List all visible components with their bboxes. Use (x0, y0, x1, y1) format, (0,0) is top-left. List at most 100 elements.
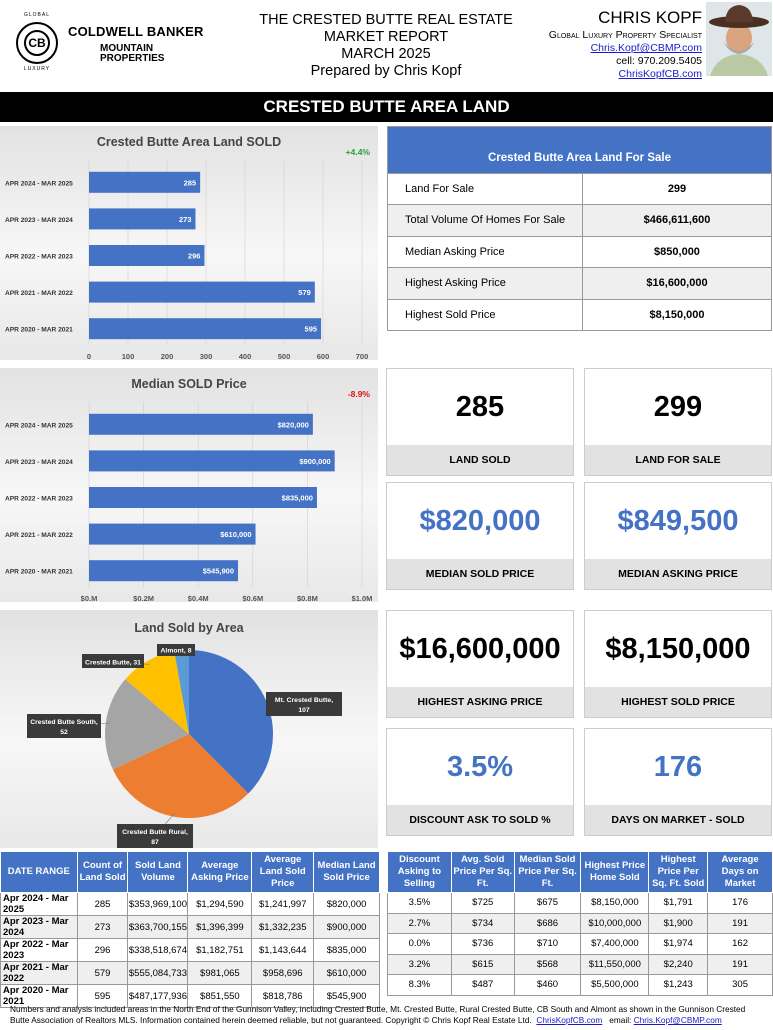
column-header: Median Land Sold Price (313, 851, 380, 893)
table-cell: $1,294,590 (187, 892, 253, 916)
agent-contact: CHRIS KOPF Global Luxury Property Specia… (520, 8, 702, 81)
table-cell: $610,000 (313, 961, 380, 985)
tick-label: 400 (239, 352, 252, 360)
bar-value-label: 273 (179, 215, 192, 224)
footer-email-label: email: (609, 1015, 632, 1025)
stat-label: DAYS ON MARKET - SOLD (585, 805, 771, 835)
bar-value-label: 595 (305, 325, 318, 334)
table-row: 3.2% $615 $568 $11,550,000 $2,240 191 (387, 953, 773, 975)
logo-monogram: CB (24, 30, 50, 56)
agent-portrait-icon (706, 2, 772, 76)
category-label: APR 2022 - MAR 2023 (5, 254, 73, 261)
table-cell: $820,000 (313, 892, 380, 916)
for-sale-value: $8,150,000 (649, 308, 705, 321)
stat-label: HIGHEST ASKING PRICE (387, 687, 573, 717)
land-by-area-chart-panel: Land Sold by Area Mt. Crested Butte, 107 Cr… (0, 610, 378, 848)
category-label: APR 2024 - MAR 2025 (5, 422, 73, 429)
table-cell: Apr 2021 - Mar 2022 (0, 961, 78, 985)
pie-label-box (117, 824, 193, 848)
category-label: APR 2021 - MAR 2022 (5, 290, 73, 297)
table-cell: $734 (450, 912, 515, 934)
table-cell: $5,500,000 (580, 974, 650, 996)
table-cell: 3.5% (387, 892, 452, 914)
for-sale-label: Land For Sale (388, 174, 583, 205)
table-cell: $1,900 (648, 912, 709, 934)
table-cell: 296 (76, 938, 129, 962)
change-label: -8.9% (348, 389, 371, 399)
stat-value: $16,600,000 (399, 633, 561, 665)
title-line-4: Prepared by Chris Kopf (310, 63, 462, 79)
stat-tile-discount: 3.5% DISCOUNT ASK TO SOLD % (386, 728, 574, 836)
pie-slice (174, 650, 189, 734)
table-cell: $338,518,674 (127, 938, 189, 962)
stat-value: 3.5% (446, 751, 514, 783)
tick-label: $0.8M (297, 594, 318, 602)
table-cell: $11,550,000 (580, 953, 650, 975)
logo-top-text: GLOBAL (23, 12, 50, 18)
table-row: 0.0% $736 $710 $7,400,000 $1,974 162 (387, 933, 773, 955)
table-cell: $818,786 (251, 984, 315, 1008)
table-cell: Apr 2022 - Mar 2023 (0, 938, 78, 962)
title-line-3: MARCH 2025 (341, 46, 431, 62)
table-cell: $568 (513, 953, 582, 975)
footer-site-link[interactable]: ChrisKopfCB.com (536, 1015, 603, 1025)
table-cell: $555,084,733 (127, 961, 189, 985)
pie-label: Crested Butte Rural, (122, 829, 188, 836)
chart-title: Median SOLD Price (131, 377, 246, 391)
category-label: APR 2020 - MAR 2021 (5, 327, 73, 334)
bar (89, 523, 256, 545)
table-cell: Apr 2023 - Mar 2024 (0, 915, 78, 939)
table-cell: Apr 2024 - Mar 2025 (0, 892, 78, 916)
footer-line-2: Butte Association of Realtors MLS. Infor… (10, 1015, 532, 1025)
table-cell: 579 (76, 961, 129, 985)
table-cell: 305 (707, 974, 773, 996)
brand-subline-2: PROPERTIES (100, 53, 165, 64)
tick-label: $0.4M (188, 594, 209, 602)
for-sale-label: Highest Asking Price (388, 268, 583, 299)
pie-slice (112, 734, 249, 818)
tick-label: 200 (161, 352, 174, 360)
footer-email-link[interactable]: Chris.Kopf@CBMP.com (633, 1015, 722, 1025)
table-cell: $981,065 (187, 961, 253, 985)
column-header: Average Days on Market (707, 851, 773, 893)
stat-tile-median-asking-price: $849,500 MEDIAN ASKING PRICE (584, 482, 772, 590)
table-cell: 285 (76, 892, 129, 916)
for-sale-label: Total Volume Of Homes For Sale (388, 205, 583, 236)
agent-site-link[interactable]: ChrisKopfCB.com (618, 68, 702, 80)
bar (89, 318, 322, 340)
footer-line-1: Numbers and analysis included areas in t… (10, 1004, 746, 1014)
change-label: +4.4% (346, 147, 371, 157)
stat-value: 176 (653, 751, 703, 783)
column-header: Avg. Sold Price Per Sq. Ft. (450, 851, 515, 893)
pie-label: Almont, 8 (161, 648, 192, 655)
bar (89, 450, 335, 472)
column-header: Discount Asking to Selling (387, 851, 452, 893)
brand-subline-1: MOUNTAIN (100, 43, 154, 54)
tick-label: 600 (317, 352, 330, 360)
bar-value-label: $900,000 (299, 457, 330, 466)
table-cell: $1,396,399 (187, 915, 253, 939)
pie-label-box (266, 692, 342, 716)
table-row: 8.3% $487 $460 $5,500,000 $1,243 305 (387, 974, 773, 996)
table-row: 2.7% $734 $686 $10,000,000 $1,900 191 (387, 912, 773, 934)
footer-disclaimer: Numbers and analysis included areas in t… (10, 1004, 770, 1026)
table-cell: $835,000 (313, 938, 380, 962)
agent-email-link[interactable]: Chris.Kopf@CBMP.com (590, 42, 702, 54)
table-cell: $460 (513, 974, 582, 996)
tick-label: 500 (278, 352, 291, 360)
for-sale-value: $16,600,000 (646, 277, 708, 290)
bar (89, 171, 201, 193)
table-cell: $615 (450, 953, 515, 975)
table-cell: $353,969,100 (127, 892, 189, 916)
stat-value: $8,150,000 (605, 633, 751, 665)
for-sale-value: $466,611,600 (643, 214, 711, 227)
pie-label-value: 87 (151, 839, 159, 846)
table-cell: $363,700,155 (127, 915, 189, 939)
stat-value: 299 (653, 391, 703, 423)
agent-cell: cell: 970.209.5405 (616, 55, 702, 67)
table-cell: 595 (76, 984, 129, 1008)
table-cell: $1,241,997 (251, 892, 315, 916)
stat-value: 285 (455, 391, 505, 423)
stat-label: DISCOUNT ASK TO SOLD % (387, 805, 573, 835)
logo-bottom-text: LUXURY (23, 66, 51, 72)
